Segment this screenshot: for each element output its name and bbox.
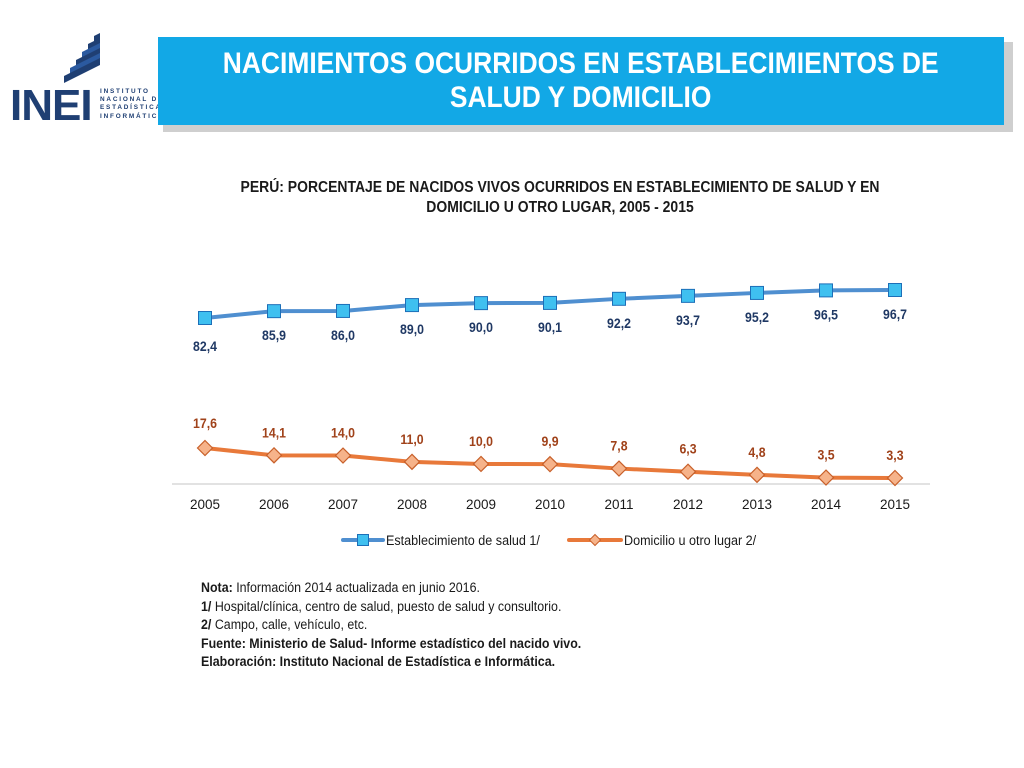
logo-line-2: NACIONAL DE — [100, 96, 165, 104]
footnote-2-row: 2/ Campo, calle, vehículo, etc. — [201, 616, 581, 635]
footnote-1-text: Hospital/clínica, centro de salud, puest… — [211, 598, 562, 614]
note-label: Nota: — [201, 580, 233, 595]
page-title-line-2: SALUD Y DOMICILIO — [450, 81, 712, 114]
data-point — [403, 453, 421, 471]
data-label: 14,0 — [331, 425, 355, 441]
data-point — [198, 311, 212, 325]
data-point — [334, 447, 352, 464]
chart-title: PERÚ: PORCENTAJE DE NACIDOS VIVOS OCURRI… — [190, 178, 930, 218]
logo-line-3: ESTADÍSTICA E — [100, 104, 172, 112]
data-point — [610, 460, 628, 477]
logo-line-1: INSTITUTO — [100, 88, 150, 95]
x-tick-label: 2007 — [328, 497, 358, 512]
data-point — [336, 303, 350, 318]
page-title-line-1: NACIMIENTOS OCURRIDOS EN ESTABLECIMIENTO… — [223, 47, 939, 80]
logo-institution-name: INSTITUTO NACIONAL DE ESTADÍSTICA E INFO… — [100, 88, 171, 121]
x-tick-label: 2009 — [466, 497, 496, 512]
data-point — [750, 285, 764, 300]
note-row: Nota: Información 2014 actualizada en ju… — [201, 579, 581, 598]
logo-letters: INEI — [10, 81, 93, 130]
x-tick-label: 2008 — [397, 497, 427, 512]
data-point — [472, 455, 490, 473]
footnote-2-label: 2/ — [201, 617, 212, 632]
data-point — [886, 469, 904, 487]
data-point — [405, 298, 419, 313]
source-text: Fuente: Ministerio de Salud- Informe est… — [201, 635, 582, 651]
logo-building-icon — [64, 33, 100, 83]
data-point — [196, 439, 214, 457]
data-label: 7,8 — [610, 438, 627, 454]
data-label: 82,4 — [193, 338, 218, 354]
footnote-1-row: 1/ Hospital/clínica, centro de salud, pu… — [201, 598, 581, 617]
logo-line-4: INFORMÁTICA — [100, 112, 165, 120]
data-point — [748, 466, 766, 484]
data-point — [474, 296, 488, 311]
data-point — [888, 283, 902, 297]
data-label: 3,3 — [886, 447, 903, 463]
data-label: 11,0 — [400, 431, 423, 447]
source-row: Fuente: Ministerio de Salud- Informe est… — [201, 635, 581, 654]
data-label: 85,9 — [262, 327, 286, 343]
footnote-1-label: 1/ — [201, 598, 212, 614]
data-label: 14,1 — [262, 425, 286, 441]
x-tick-label: 2014 — [811, 497, 842, 512]
note-text: Información 2014 actualizada en junio 20… — [232, 580, 480, 595]
footnote-2-text: Campo, calle, vehículo, etc. — [211, 617, 368, 632]
data-label: 92,2 — [607, 315, 631, 331]
data-label: 93,7 — [676, 312, 700, 328]
notes-block: Nota: Información 2014 actualizada en ju… — [201, 579, 614, 672]
x-tick-label: 2010 — [535, 497, 565, 512]
x-tick-label: 2005 — [190, 497, 220, 512]
legend-label: Domicilio u otro lugar 2/ — [624, 532, 756, 548]
credits-row: Elaboración: Instituto Nacional de Estad… — [201, 653, 581, 672]
legend-label: Establecimiento de salud 1/ — [386, 532, 540, 548]
data-label: 95,2 — [745, 309, 769, 325]
data-label: 90,1 — [538, 319, 562, 335]
data-label: 89,0 — [400, 321, 424, 337]
data-label: 3,5 — [817, 447, 834, 463]
data-label: 4,8 — [748, 444, 765, 460]
data-point — [612, 291, 626, 306]
x-tick-label: 2012 — [673, 497, 703, 512]
data-label: 9,9 — [541, 433, 558, 449]
data-label: 96,7 — [883, 306, 907, 322]
data-point — [265, 446, 283, 464]
legend-marker — [357, 534, 369, 546]
credits-text: Elaboración: Instituto Nacional de Estad… — [201, 654, 556, 669]
data-point — [267, 304, 281, 319]
legend-marker — [588, 533, 602, 547]
chart-title-line-1: PERÚ: PORCENTAJE DE NACIDOS VIVOS OCURRI… — [240, 179, 880, 196]
data-point — [817, 469, 835, 486]
data-point — [679, 463, 697, 481]
data-label: 17,6 — [193, 415, 217, 431]
data-label: 90,0 — [469, 319, 493, 335]
header-banner: NACIMIENTOS OCURRIDOS EN ESTABLECIMIENTO… — [158, 37, 1004, 125]
data-label: 6,3 — [679, 441, 696, 457]
x-tick-label: 2015 — [880, 497, 910, 512]
data-point — [681, 288, 695, 303]
chart-title-line-2: DOMICILIO U OTRO LUGAR, 2005 - 2015 — [426, 199, 694, 216]
x-tick-label: 2013 — [742, 497, 772, 512]
data-point — [541, 455, 559, 473]
data-label: 86,0 — [331, 327, 355, 343]
inei-logo: INEI INSTITUTO NACIONAL DE ESTADÍSTICA E… — [8, 32, 170, 132]
data-label: 96,5 — [814, 307, 838, 323]
x-tick-label: 2006 — [259, 497, 289, 512]
data-point — [819, 283, 833, 298]
x-tick-label: 2011 — [604, 497, 633, 512]
data-point — [543, 295, 557, 310]
data-label: 10,0 — [469, 433, 493, 449]
